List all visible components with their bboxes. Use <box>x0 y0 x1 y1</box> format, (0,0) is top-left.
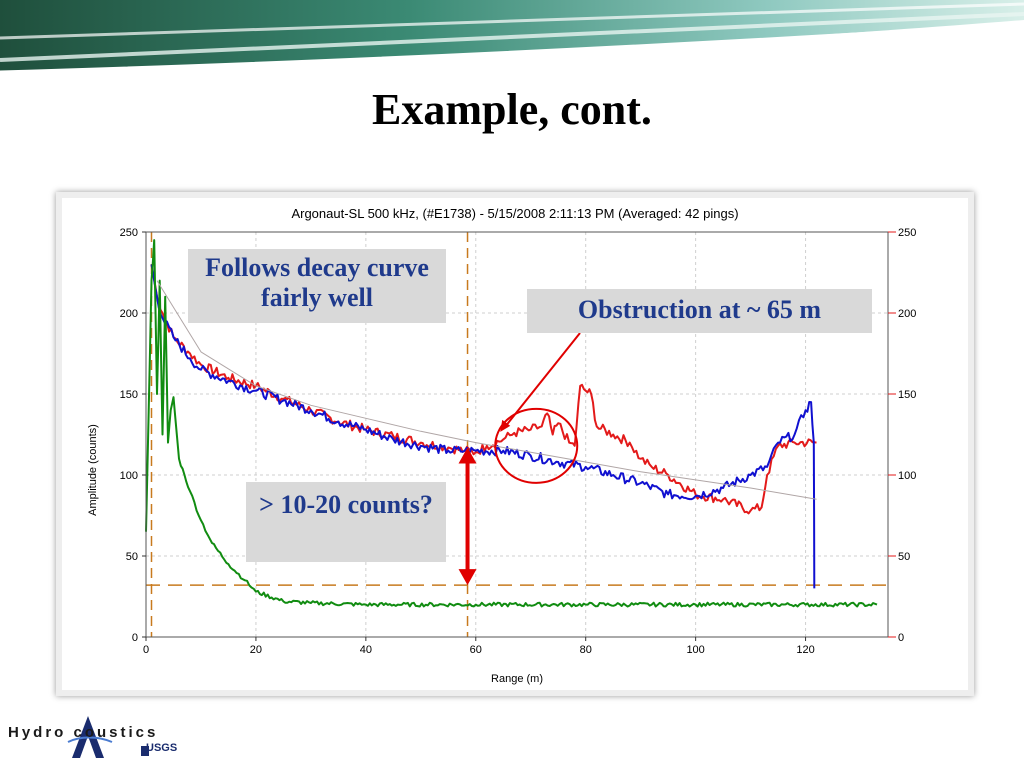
y-tick-label: 50 <box>126 551 138 563</box>
series-line-blue <box>150 264 816 589</box>
x-tick-label: 80 <box>580 644 592 656</box>
right-y-tick-label: 250 <box>898 227 916 239</box>
y-tick-label: 100 <box>120 470 138 482</box>
obstruction-pointer <box>503 332 581 429</box>
series-layer <box>145 239 878 608</box>
y-axis-label: Amplitude (counts) <box>87 424 99 516</box>
x-tick-label: 100 <box>686 644 704 656</box>
right-y-tick-label: 150 <box>898 389 916 401</box>
hydroacoustics-logo <box>67 716 149 758</box>
slide-title: Example, cont. <box>372 85 652 134</box>
x-tick-label: 20 <box>250 644 262 656</box>
annotation-layer <box>458 332 581 586</box>
y-tick-label: 200 <box>120 308 138 320</box>
x-tick-label: 40 <box>360 644 372 656</box>
axis-layer: 0 50 100 150 200 250 0 50 100 150 200 250 0 20 40 60 80 1… <box>120 227 917 656</box>
arrow-head-up-icon <box>458 447 477 464</box>
chart-title: Argonaut-SL 500 kHz, (#E1738) - 5/15/200… <box>291 206 738 221</box>
y-tick-label: 250 <box>120 227 138 239</box>
y-tick-label: 150 <box>120 389 138 401</box>
logo-text: Hydro coustics <box>8 724 159 741</box>
right-y-tick-label: 0 <box>898 632 904 644</box>
plot-frame <box>145 231 889 638</box>
callout-counts: > 10-20 counts? <box>246 482 446 562</box>
right-y-tick-label: 100 <box>898 470 916 482</box>
right-y-tick-label: 50 <box>898 551 910 563</box>
series-line-decay-fit <box>156 280 817 500</box>
logo-a-mark-icon <box>72 716 104 758</box>
obstruction-circle <box>494 407 579 484</box>
pointer-head-icon <box>500 419 511 432</box>
arrow-head-down-icon <box>458 569 477 586</box>
banner-header <box>0 0 1024 80</box>
x-tick-label: 60 <box>470 644 482 656</box>
x-axis-label: Range (m) <box>491 673 543 685</box>
series-line-green <box>145 239 878 608</box>
callout-obstruction: Obstruction at ~ 65 m <box>527 289 872 333</box>
x-tick-label: 0 <box>143 644 149 656</box>
right-y-tick-label: 200 <box>898 308 916 320</box>
y-tick-label: 0 <box>132 632 138 644</box>
logo-usgs: USGS <box>146 742 178 754</box>
x-tick-label: 120 <box>796 644 814 656</box>
callout-decay: Follows decay curve fairly well <box>188 249 446 323</box>
